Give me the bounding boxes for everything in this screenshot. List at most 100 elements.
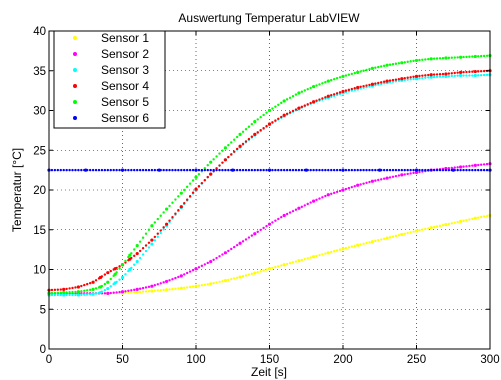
trace-point [365,68,368,72]
trace-point [138,256,142,260]
trace-point [212,281,215,285]
trace-point [374,179,377,182]
trace-point [53,293,57,297]
x-tick-label: 150 [260,354,279,366]
trace-point [203,168,207,172]
trace-point [424,74,427,77]
trace-point [241,142,245,146]
trace-point [83,283,86,287]
trace-point [277,217,280,221]
trace-point [362,69,365,72]
trace-point [268,267,271,270]
trace-point [468,218,471,221]
trace-point [459,71,462,74]
trace-point [109,168,112,172]
trace-point [277,265,280,268]
trace-point [406,78,409,81]
trace-point [403,168,406,172]
trace-point [447,56,451,60]
trace-point [106,281,110,284]
trace-point [241,240,245,243]
trace-point [477,163,480,167]
trace-point [412,77,415,81]
trace-point [330,78,333,82]
trace-point [430,226,433,229]
trace-point [421,76,424,80]
trace-point [391,78,395,82]
trace-point [347,168,351,172]
trace-point [406,168,409,172]
trace-point [344,89,348,92]
trace-point [109,269,112,273]
trace-point [380,178,383,181]
trace-point [62,293,65,297]
trace-point [244,168,248,172]
trace-point [371,83,374,86]
trace-point [62,288,65,291]
trace-point [391,175,395,179]
trace-point [403,78,406,82]
trace-point [174,276,177,280]
trace-point [183,188,186,192]
trace-point [388,79,392,82]
trace-point [444,56,448,60]
trace-point [415,171,418,174]
trace-point [471,55,474,58]
trace-point [162,281,165,284]
trace-point [171,168,174,172]
legend-label: Sensor 5 [101,95,149,109]
trace-point [68,291,71,294]
trace-point [106,168,110,172]
trace-point [327,168,330,172]
trace-point [474,74,477,77]
trace-point [224,251,227,255]
trace-point [377,239,380,242]
trace-point [300,168,304,172]
trace-point [315,84,318,87]
trace-point [88,288,92,292]
y-tick-label: 5 [40,304,46,316]
trace-point [150,224,154,227]
trace-point [212,168,215,172]
trace-point [147,241,151,244]
trace-point [400,233,403,236]
trace-point [382,237,386,241]
trace-point [271,168,274,172]
trace-point [200,284,204,287]
trace-point [459,168,462,172]
trace-point [65,291,68,294]
trace-point [53,288,57,292]
trace-point [421,58,424,61]
trace-point [235,168,239,172]
trace-point [141,290,145,293]
trace-point [350,185,354,189]
trace-point [106,271,110,274]
trace-point [115,291,118,294]
trace-point [221,149,224,152]
trace-point [256,271,259,274]
trace-point [118,278,121,281]
trace-point [283,214,286,217]
trace-point [318,197,321,200]
trace-point [103,292,107,295]
trace-point [247,137,251,141]
trace-point [465,55,468,59]
trace-point [479,163,483,166]
trace-point [435,168,439,172]
trace-point [265,111,268,114]
trace-point [385,79,389,83]
trace-point [250,272,254,276]
trace-point [165,288,168,291]
legend: Sensor 1 Sensor 2 Sensor 3 Sensor 4 Sensor 5… [53,30,166,129]
trace-point [233,168,236,172]
trace-point [91,292,95,296]
trace-point [465,70,468,74]
trace-point [318,253,321,257]
trace-point [356,244,359,247]
trace-point [468,164,471,168]
trace-point [374,82,377,85]
trace-point [409,60,412,63]
trace-point [356,168,359,172]
trace-point [262,269,265,272]
